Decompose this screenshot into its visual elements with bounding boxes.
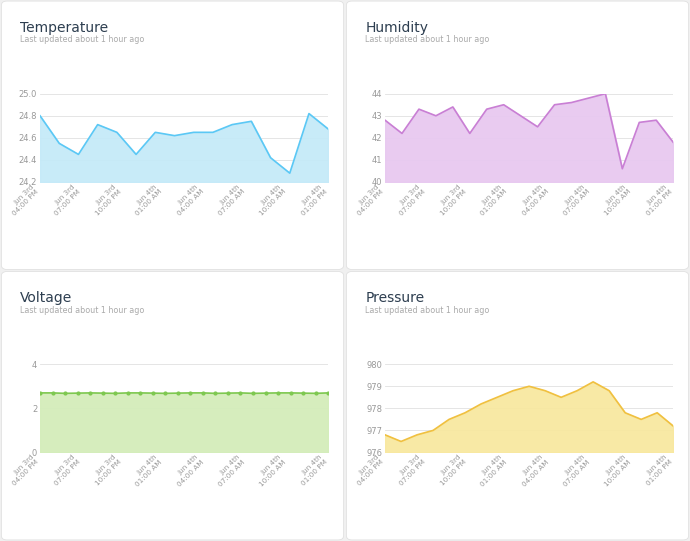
Text: Humidity: Humidity bbox=[365, 21, 428, 35]
Text: Last updated about 1 hour ago: Last updated about 1 hour ago bbox=[365, 306, 489, 315]
Text: Last updated about 1 hour ago: Last updated about 1 hour ago bbox=[20, 306, 144, 315]
Text: Temperature: Temperature bbox=[20, 21, 108, 35]
Text: Pressure: Pressure bbox=[365, 292, 424, 306]
Text: Voltage: Voltage bbox=[20, 292, 72, 306]
Text: Last updated about 1 hour ago: Last updated about 1 hour ago bbox=[20, 35, 144, 44]
Text: Last updated about 1 hour ago: Last updated about 1 hour ago bbox=[365, 35, 489, 44]
